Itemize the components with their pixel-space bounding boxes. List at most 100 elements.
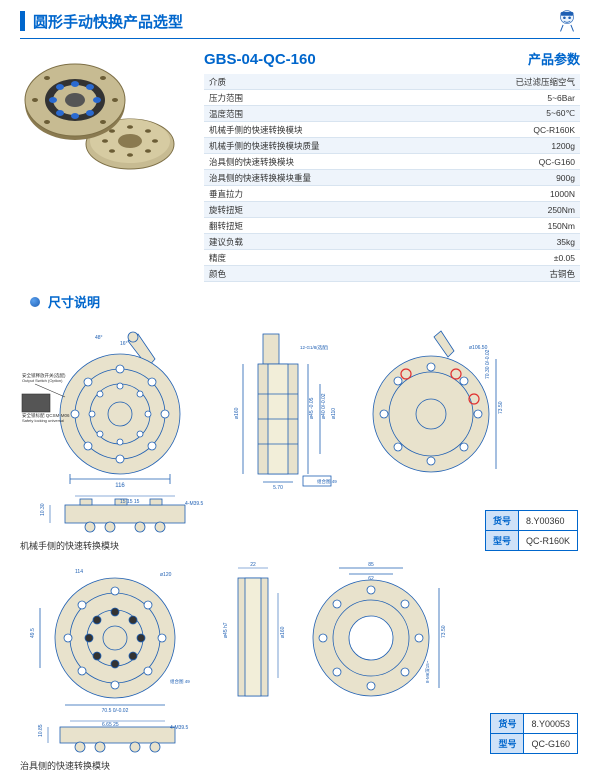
param-row: 翻转扭矩150Nm xyxy=(204,218,580,234)
param-key: 治具侧的快速转换模块重量 xyxy=(204,170,442,186)
svg-text:16°: 16° xyxy=(120,341,128,347)
param-value: 古铜色 xyxy=(442,266,580,282)
upper-huohao: 8.Y00360 xyxy=(518,511,577,531)
param-row: 旋转扭矩250Nm xyxy=(204,202,580,218)
lower-code-table: 货号 8.Y00053 型号 QC-G160 xyxy=(490,713,578,754)
param-row: 压力范围5~6Bar xyxy=(204,90,580,106)
param-key: 温度范围 xyxy=(204,106,442,122)
svg-text:4-M39.5: 4-M39.5 xyxy=(185,501,204,507)
svg-text:12-G1/8(选配): 12-G1/8(选配) xyxy=(300,344,329,351)
code-label-huohao: 货号 xyxy=(485,511,518,531)
lower-xinghao: QC-G160 xyxy=(524,734,578,754)
svg-text:Safety locking universal: Safety locking universal xyxy=(22,418,64,423)
parameter-block: GBS-04-QC-160 产品参数 介质已过滤压缩空气压力范围5~6Bar温度… xyxy=(204,49,580,282)
param-row: 介质已过滤压缩空气 xyxy=(204,74,580,90)
param-key: 机械手侧的快速转换模块质量 xyxy=(204,138,442,154)
svg-text:Output Switch (Option): Output Switch (Option) xyxy=(22,378,63,383)
svg-text:ø160: ø160 xyxy=(234,407,240,419)
param-row: 治具侧的快速转换模块QC-G160 xyxy=(204,154,580,170)
code-label-xinghao: 型号 xyxy=(485,531,518,551)
lower-huohao: 8.Y00053 xyxy=(524,714,578,734)
svg-text:10.85: 10.85 xyxy=(38,724,44,737)
dimensions-title: 尺寸说明 xyxy=(48,292,100,311)
param-key: 治具侧的快速转换模块 xyxy=(204,154,442,170)
svg-text:22: 22 xyxy=(250,562,256,568)
param-row: 颜色古铜色 xyxy=(204,266,580,282)
lower-diagram-row: 70.5 0/-0.02 49.5 114 ø120 组合图 49 22 ø16… xyxy=(20,558,580,713)
svg-text:组合图 49: 组合图 49 xyxy=(317,478,337,485)
param-value: 150Nm xyxy=(442,218,580,234)
param-value: 1200g xyxy=(442,138,580,154)
svg-text:ø40 0/-0.02: ø40 0/-0.02 xyxy=(321,393,327,419)
param-value: 5~6Bar xyxy=(442,90,580,106)
product-summary: GBS-04-QC-160 产品参数 介质已过滤压缩空气压力范围5~6Bar温度… xyxy=(0,39,600,286)
upper-front-view: 116 48° 16° 安全锁释放开关(选配) Output Switch (O… xyxy=(20,319,220,489)
svg-text:73.50: 73.50 xyxy=(441,625,447,638)
svg-text:114: 114 xyxy=(75,569,83,575)
bullet-icon xyxy=(30,297,40,307)
svg-text:62: 62 xyxy=(368,576,374,582)
dimensions-header: 尺寸说明 xyxy=(0,286,600,315)
param-value: 1000N xyxy=(442,186,580,202)
param-key: 翻转扭矩 xyxy=(204,218,442,234)
param-key: 旋转扭矩 xyxy=(204,202,442,218)
svg-text:10.30: 10.30 xyxy=(40,503,46,516)
upper-profile-view: 10.30 15 15 15 4-M39.5 xyxy=(20,493,220,535)
svg-text:ø110: ø110 xyxy=(331,408,337,419)
param-row: 机械手侧的快速转换模块QC-R160K xyxy=(204,122,580,138)
param-key: 精度 xyxy=(204,250,442,266)
upper-diagram-row: 116 48° 16° 安全锁释放开关(选配) Output Switch (O… xyxy=(20,319,580,489)
svg-text:4-M39.5: 4-M39.5 xyxy=(170,725,189,731)
param-key: 机械手侧的快速转换模块 xyxy=(204,122,442,138)
svg-text:ø45 h7: ø45 h7 xyxy=(223,622,229,638)
header-accent xyxy=(20,11,25,31)
svg-text:70.30 0/-0.02: 70.30 0/-0.02 xyxy=(485,349,491,379)
svg-text:ø106.50: ø106.50 xyxy=(469,345,488,351)
lower-caption: 治具侧的快速转换模块 xyxy=(20,759,580,772)
svg-text:5.70: 5.70 xyxy=(273,485,283,489)
param-key: 压力范围 xyxy=(204,90,442,106)
svg-text:组合图 49: 组合图 49 xyxy=(170,678,190,685)
svg-text:116: 116 xyxy=(115,483,125,489)
param-row: 治具侧的快速转换模块重量900g xyxy=(204,170,580,186)
upper-side-view: ø45 -0.05 ø40 0/-0.02 ø110 ø160 5.70 组合图… xyxy=(228,319,348,489)
param-value: QC-G160 xyxy=(442,154,580,170)
diagrams-area: 116 48° 16° 安全锁释放开关(选配) Output Switch (O… xyxy=(0,315,600,772)
svg-text:ø120: ø120 xyxy=(160,572,172,578)
param-row: 建议负载35kg xyxy=(204,234,580,250)
page-title: 圆形手动快换产品选型 xyxy=(33,11,554,32)
svg-text:ø45 -0.05: ø45 -0.05 xyxy=(309,397,315,419)
code-label-xinghao2: 型号 xyxy=(491,734,524,754)
param-value: 250Nm xyxy=(442,202,580,218)
mascot-icon xyxy=(554,8,580,34)
svg-text:85: 85 xyxy=(368,562,374,568)
param-value: 900g xyxy=(442,170,580,186)
param-key: 垂直拉力 xyxy=(204,186,442,202)
param-value: 5~60℃ xyxy=(442,106,580,122)
svg-text:8-M6深15~: 8-M6深15~ xyxy=(424,660,431,683)
svg-text:ø160: ø160 xyxy=(280,626,286,638)
param-value: 35kg xyxy=(442,234,580,250)
parameter-header: GBS-04-QC-160 产品参数 xyxy=(204,49,580,68)
param-value: ±0.05 xyxy=(442,250,580,266)
param-row: 精度±0.05 xyxy=(204,250,580,266)
svg-text:48°: 48° xyxy=(95,335,103,341)
lower-front-view: 70.5 0/-0.02 49.5 114 ø120 组合图 49 xyxy=(20,558,205,713)
upper-code-table: 货号 8.Y00360 型号 QC-R160K xyxy=(485,510,578,551)
svg-text:49.5: 49.5 xyxy=(30,628,36,638)
upper-xinghao: QC-R160K xyxy=(518,531,577,551)
svg-text:6.65 25: 6.65 25 xyxy=(102,722,119,728)
upper-back-view: 73.50 70.30 0/-0.02 ø106.50 xyxy=(356,319,506,489)
svg-text:73.50: 73.50 xyxy=(498,401,504,414)
parameter-label: 产品参数 xyxy=(528,49,580,68)
product-code: GBS-04-QC-160 xyxy=(204,51,316,68)
param-key: 颜色 xyxy=(204,266,442,282)
param-value: 已过滤压缩空气 xyxy=(442,74,580,90)
param-value: QC-R160K xyxy=(442,122,580,138)
lower-side-view: 22 ø160 ø45 h7 xyxy=(213,558,293,713)
page-header: 圆形手动快换产品选型 xyxy=(0,0,600,38)
svg-text:70.5 0/-0.02: 70.5 0/-0.02 xyxy=(102,708,129,713)
svg-text:15 15 15: 15 15 15 xyxy=(120,499,140,505)
param-row: 机械手侧的快速转换模块质量1200g xyxy=(204,138,580,154)
product-photo xyxy=(20,49,190,199)
